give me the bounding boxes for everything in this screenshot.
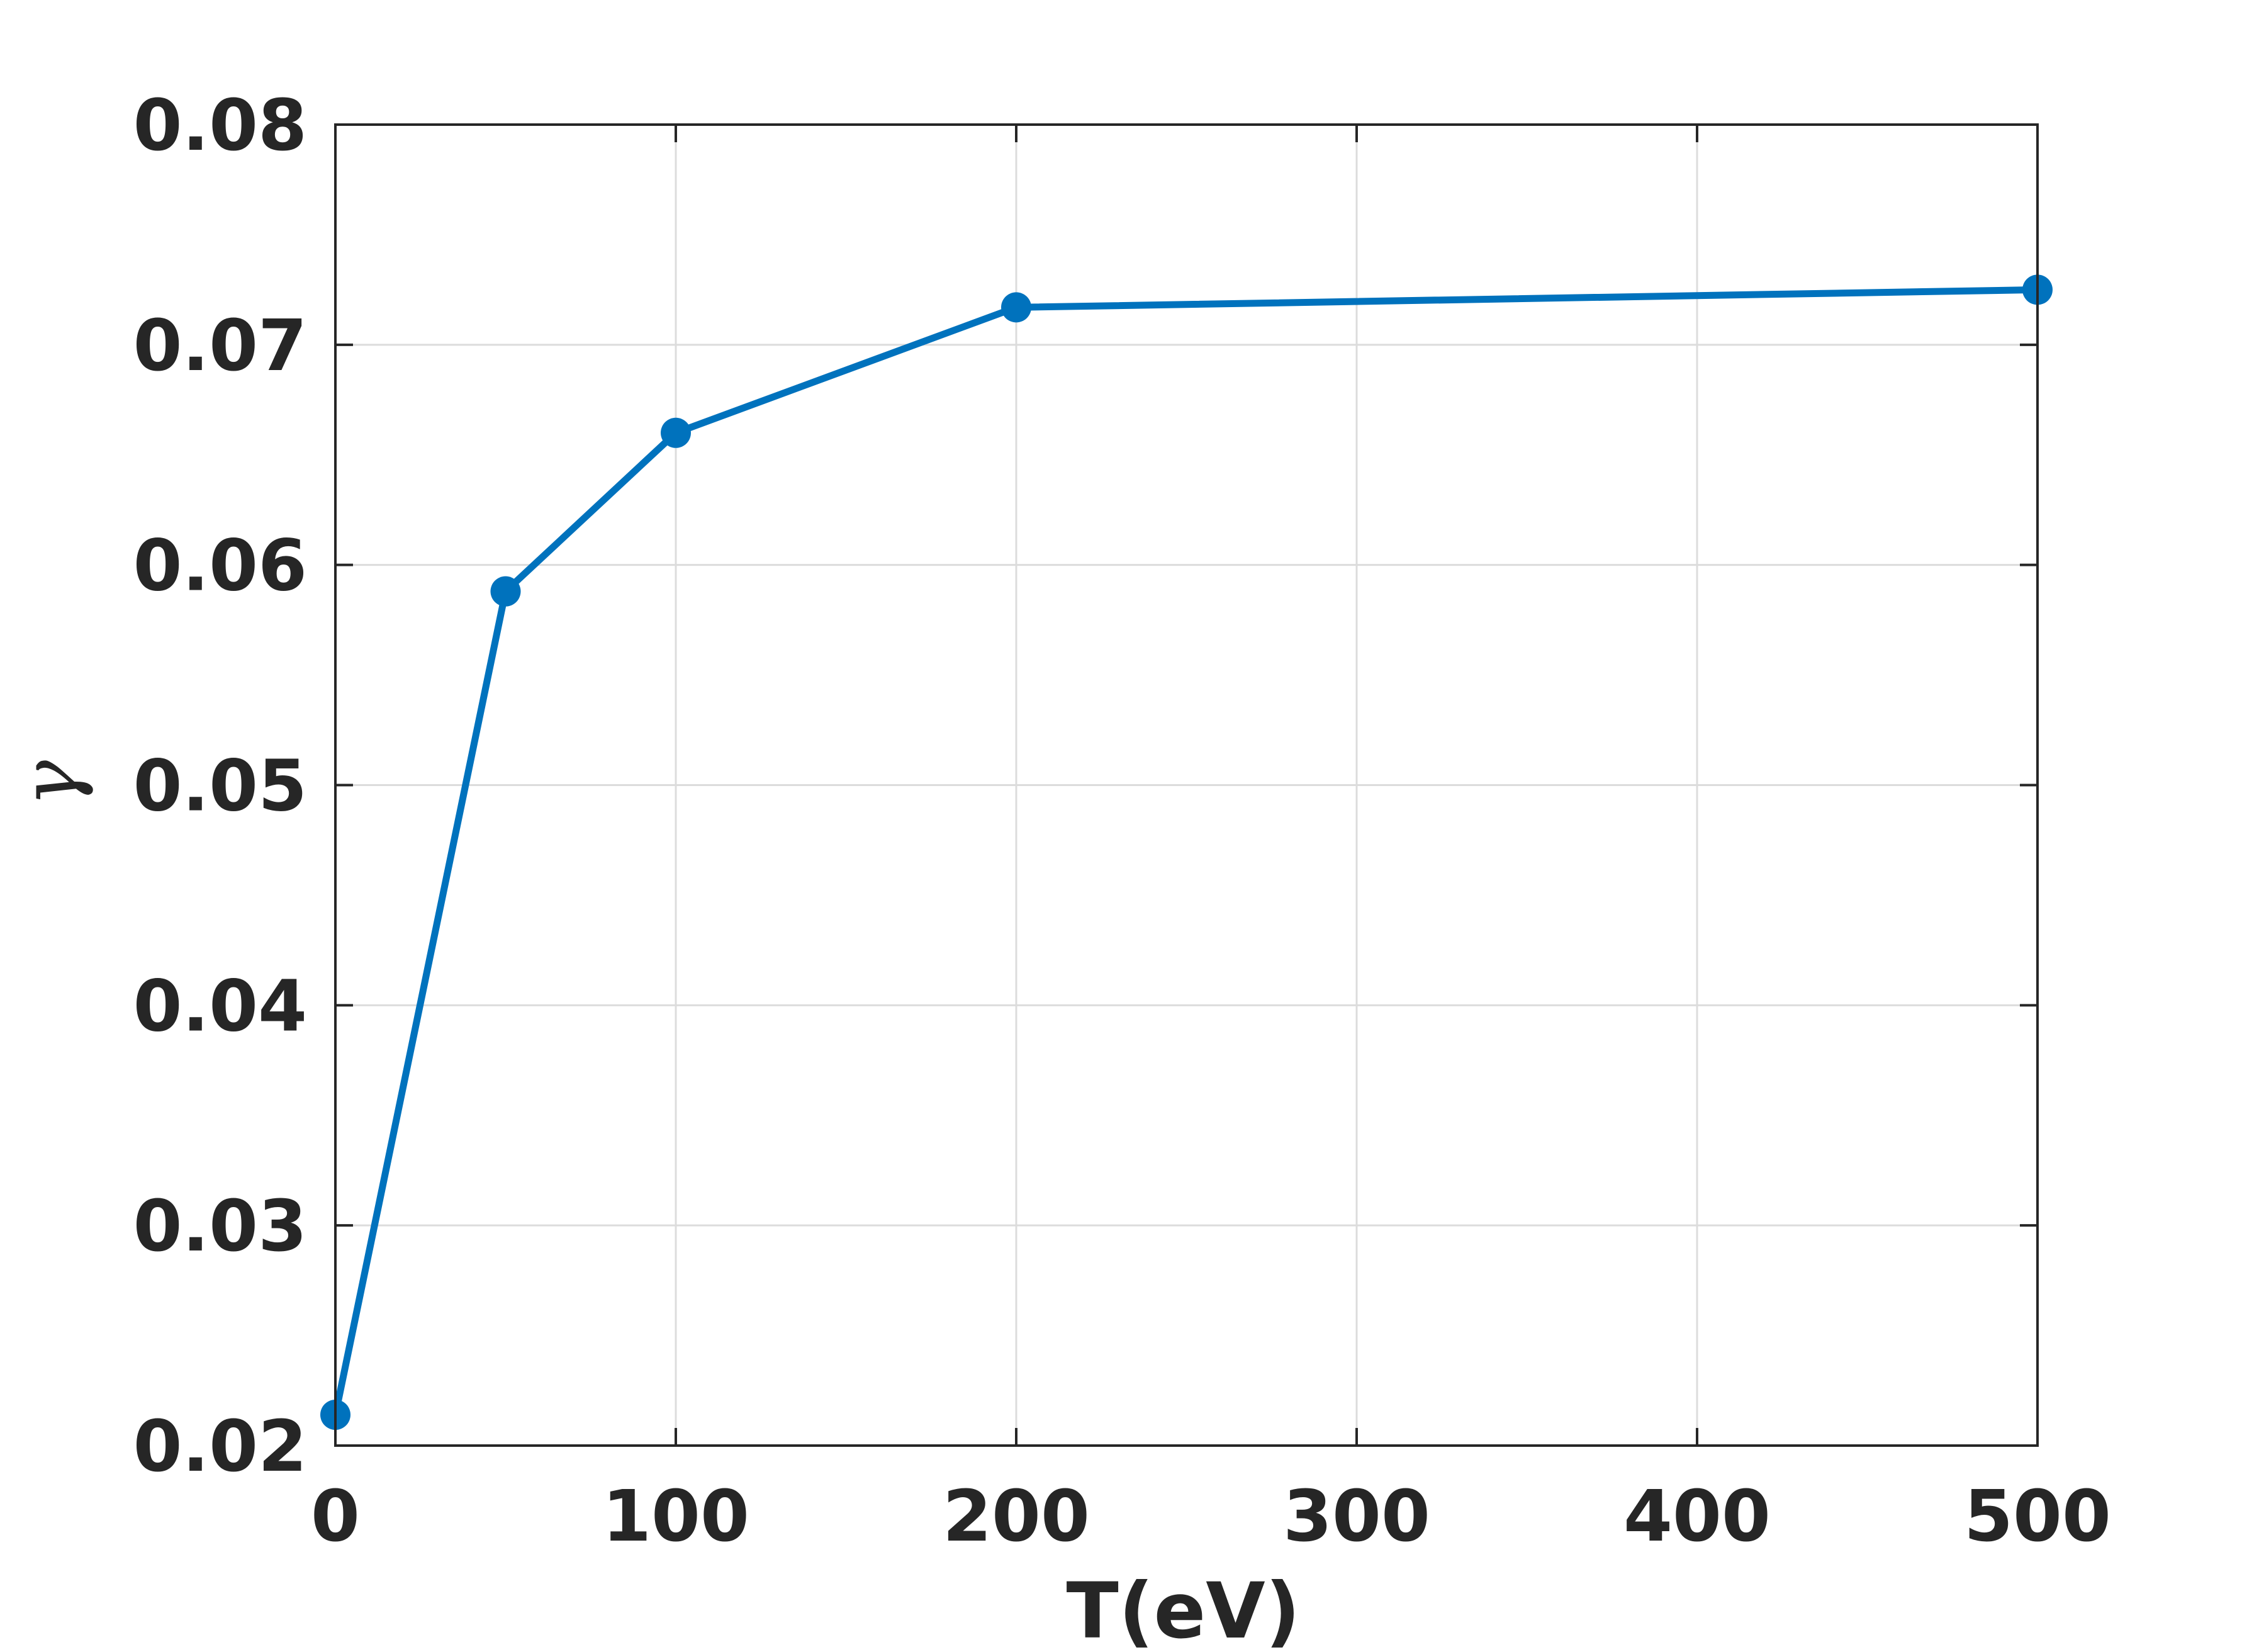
series-line	[332, 286, 2041, 1419]
grid-lines	[334, 123, 2039, 1447]
tick-marks	[334, 123, 2039, 1447]
y-tick-label: 0.08	[133, 85, 307, 167]
x-tick-label: 0	[311, 1476, 360, 1558]
data-point	[490, 576, 521, 607]
y-tick-label: 0.06	[133, 525, 307, 607]
x-axis-title: T(eV)	[1067, 1566, 1301, 1652]
series-layer	[320, 274, 2053, 1430]
y-tick-label: 0.03	[133, 1186, 307, 1267]
y-tick-label: 0.05	[133, 746, 307, 828]
x-tick-labels: 0 100 200 300 400 500	[311, 1476, 2111, 1558]
x-tick-label: 500	[1964, 1476, 2111, 1558]
y-tick-label: 0.04	[133, 965, 307, 1047]
y-tick-label: 0.07	[133, 305, 307, 387]
y-axis-title: γ	[5, 760, 96, 807]
x-tick-label: 100	[602, 1476, 749, 1558]
y-tick-label: 0.02	[133, 1406, 307, 1488]
data-point	[661, 417, 691, 448]
x-tick-label: 200	[943, 1476, 1090, 1558]
y-tick-labels: 0.02 0.03 0.04 0.05 0.06 0.07 0.08	[133, 85, 307, 1488]
data-point	[1001, 292, 1031, 323]
x-tick-label: 300	[1283, 1476, 1430, 1558]
x-tick-label: 400	[1623, 1476, 1771, 1558]
